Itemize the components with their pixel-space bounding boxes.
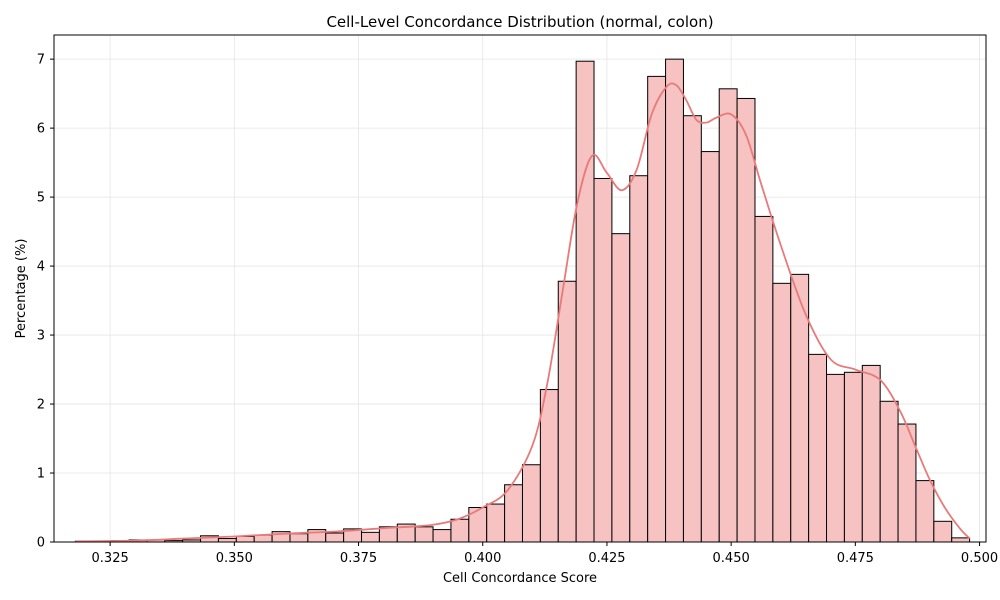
histogram-bar: [808, 353, 828, 543]
histogram-bar: [736, 97, 756, 543]
histogram-bar: [611, 233, 631, 543]
y-tick-label: 5: [37, 191, 45, 206]
histogram-bar: [861, 364, 881, 543]
histogram-bars: [74, 58, 971, 543]
y-tick-label: 6: [37, 122, 45, 137]
histogram-bar: [432, 529, 452, 543]
histogram-bar: [915, 480, 935, 543]
histogram-bar: [450, 518, 470, 543]
x-tick-label: 0.400: [464, 551, 501, 566]
x-axis-label: Cell Concordance Score: [443, 571, 597, 586]
histogram-bar: [718, 88, 738, 543]
histogram-bar: [647, 75, 667, 543]
histogram-bar: [700, 151, 720, 543]
histogram-bar: [665, 58, 684, 543]
histogram-bar: [826, 373, 845, 543]
kde-curve-group: [75, 82, 971, 543]
y-axis-label: Percentage (%): [14, 239, 29, 339]
axis-ticks: 0.325 0.350 0.375 0.400 0.425 0.450 0.475 0.500…: [37, 53, 998, 566]
x-tick-label: 0.475: [837, 551, 874, 566]
histogram-bar: [235, 535, 255, 543]
kde-curve: [75, 82, 971, 543]
histogram-bar: [951, 537, 971, 543]
histogram-bar: [772, 282, 792, 543]
y-tick-label: 4: [37, 260, 45, 275]
histogram-bar: [521, 464, 541, 543]
histogram-bar: [933, 520, 953, 543]
histogram-bar: [557, 280, 577, 543]
histogram-bar: [843, 371, 863, 543]
histogram-bar: [539, 389, 559, 543]
y-tick-label: 2: [37, 398, 45, 413]
plot-frame: [53, 34, 987, 543]
y-tick-label: 3: [37, 329, 45, 344]
histogram-bar: [325, 532, 345, 543]
x-tick-label: 0.325: [92, 551, 129, 566]
histogram-bar: [575, 60, 595, 543]
histogram-bar: [504, 484, 523, 543]
histogram-bar: [414, 526, 434, 543]
histogram-bar: [682, 115, 702, 543]
histogram-bar: [486, 503, 506, 543]
x-tick-label: 0.500: [961, 551, 998, 566]
x-tick-label: 0.425: [588, 551, 625, 566]
histogram-bar: [217, 538, 237, 543]
histogram-bar: [879, 400, 899, 543]
chart-title: Cell-Level Concordance Distribution (nor…: [326, 13, 713, 31]
histogram-bar: [629, 175, 649, 543]
x-tick-label: 0.350: [216, 551, 253, 566]
y-tick-label: 7: [37, 53, 45, 68]
histogram-bar: [289, 533, 309, 543]
x-tick-label: 0.375: [340, 551, 377, 566]
histogram-bar: [593, 177, 613, 543]
x-tick-label: 0.450: [713, 551, 750, 566]
histogram-bar: [754, 215, 774, 543]
histogram-bar: [253, 534, 273, 543]
y-tick-label: 0: [37, 536, 45, 551]
histogram-bar: [361, 531, 380, 543]
y-tick-label: 1: [37, 467, 45, 482]
